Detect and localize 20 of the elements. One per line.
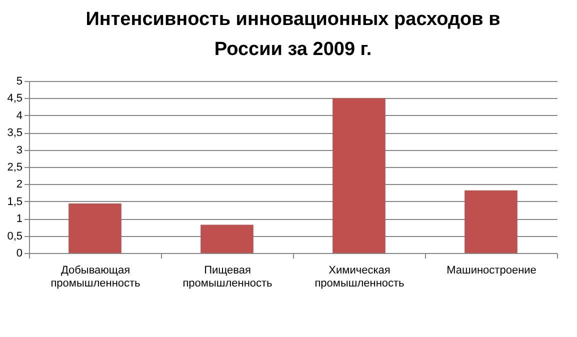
y-tick-label: 2,5 (7, 162, 22, 174)
x-tick-label: Химическая промышленность (314, 264, 405, 290)
y-tick-label: 0 (16, 248, 22, 260)
bar (200, 224, 254, 253)
bar (464, 190, 518, 253)
y-tick-label: 5 (16, 76, 22, 88)
x-tick-label: Машиностроение (446, 264, 536, 276)
y-tick-label: 3 (16, 144, 22, 156)
x-tick-label: Пищевая промышленность (182, 264, 273, 290)
bar (68, 203, 122, 253)
y-tick-label: 2 (16, 178, 22, 191)
y-tick-label: 0,5 (7, 230, 22, 242)
bar (332, 98, 386, 253)
y-tick-label: 1 (16, 213, 22, 226)
x-tick-label: Добывающая промышленность (50, 264, 141, 290)
y-tick-label: 4,5 (7, 92, 22, 105)
y-tick-label: 4 (16, 110, 22, 122)
chart-title: Интенсивность инновационных расходов в России за 2009 г. (86, 9, 500, 60)
y-tick-label: 1,5 (7, 196, 22, 208)
y-tick-label: 3,5 (7, 127, 22, 140)
